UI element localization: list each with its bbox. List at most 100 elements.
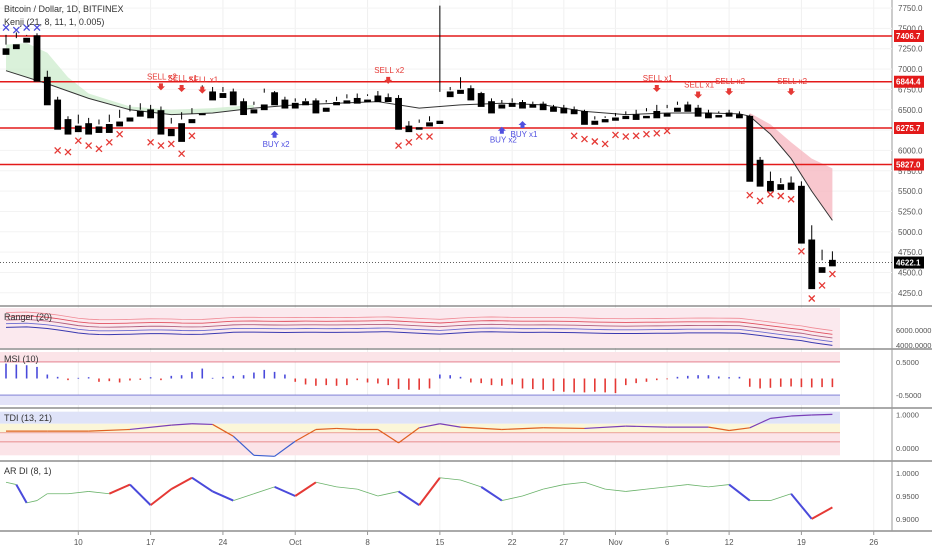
ardi-line-segment — [811, 506, 833, 520]
price-tick-label: 5000.0 — [898, 228, 923, 237]
tdi-line-segment — [315, 427, 337, 431]
x-mark-red — [653, 129, 661, 137]
x-tick-label: 12 — [725, 538, 734, 547]
x-mark-stroke — [23, 24, 31, 32]
msi-bar — [480, 378, 482, 384]
msi-bar — [532, 378, 534, 390]
candle-body — [64, 119, 72, 135]
sell-signal-label: SELL x2 — [374, 66, 404, 75]
msi-bar — [594, 378, 596, 392]
x-mark-blue — [33, 24, 41, 32]
msi-bar — [542, 378, 544, 390]
tdi-line-segment — [625, 425, 668, 428]
x-tick-label: 6 — [665, 538, 670, 547]
x-mark-stroke — [188, 132, 196, 140]
msi-bar — [263, 369, 266, 379]
sell-signal-label: SELL x1 — [188, 76, 218, 85]
msi-title: MSI (10) — [4, 354, 39, 364]
x-mark-red — [426, 133, 433, 141]
candle-body — [808, 239, 816, 290]
ardi-line-segment — [728, 483, 751, 502]
tdi-line-segment — [253, 454, 275, 457]
candles — [2, 5, 836, 290]
candle-body — [312, 100, 320, 114]
x-mark-stroke — [777, 192, 785, 200]
price-tick-label: 7500.0 — [898, 24, 923, 33]
x-tick-label: 27 — [559, 538, 568, 547]
ardi-title: AR DI (8, 1) — [4, 466, 52, 476]
x-mark-stroke — [64, 148, 72, 156]
ranger-mid-band — [5, 319, 833, 339]
tdi-mid-zone — [0, 423, 840, 433]
candle-body — [426, 122, 433, 127]
candle-body — [198, 113, 206, 116]
ardi-line-segment — [357, 488, 379, 497]
ardi-tick-label: 0.9500 — [896, 492, 919, 501]
price-tick-label: 6000.0 — [898, 146, 923, 155]
x-mark-stroke — [147, 138, 155, 146]
msi-bar — [242, 375, 245, 379]
msi-bar — [521, 378, 524, 389]
msi-bar — [46, 374, 49, 379]
sell-arrow — [384, 76, 393, 84]
level-label: 7406.7 — [896, 32, 921, 41]
x-mark-stroke — [85, 142, 93, 150]
candle-body — [343, 100, 351, 104]
candle-body — [643, 115, 650, 119]
price-tick-label: 5750.0 — [898, 167, 923, 176]
x-mark-red — [601, 140, 609, 148]
ardi-line-segment — [274, 485, 296, 497]
price-tick-label: 5500.0 — [898, 187, 923, 196]
x-mark-stroke — [591, 138, 599, 145]
candle-body — [353, 97, 361, 104]
candle-body — [632, 114, 640, 120]
tdi-line-segment — [419, 423, 440, 429]
ardi-line-segment — [770, 493, 792, 501]
candle-body — [95, 126, 103, 133]
candle-body — [519, 102, 526, 109]
ranger-mid-lower-band — [5, 322, 833, 343]
ardi-line-segment — [418, 477, 441, 506]
x-mark-red — [167, 140, 175, 148]
candle-body — [229, 91, 237, 106]
x-mark-red — [74, 137, 82, 145]
ardi-line-segment — [563, 481, 585, 485]
x-tick-label: Nov — [608, 538, 622, 547]
candle-body — [829, 259, 836, 267]
msi-bar — [284, 374, 286, 379]
candle-body — [260, 104, 268, 111]
candle-body — [767, 180, 774, 192]
x-mark-stroke — [746, 191, 754, 199]
msi-bar — [98, 378, 100, 382]
buy-signal-label: BUY x1 — [511, 130, 539, 139]
tdi-line-segment — [212, 423, 234, 437]
sell-signal-label: SELL x1 — [684, 80, 714, 89]
price-panel: 4250.0 4500.0 4750.0 5000.0 5250.0 5500.0 5750… — [0, 4, 924, 302]
msi-bar — [15, 364, 18, 379]
msi-bar — [346, 378, 348, 386]
candle-body — [74, 125, 82, 133]
msi-bar — [129, 378, 131, 381]
candle-body — [33, 35, 41, 82]
candle-body — [622, 115, 630, 120]
msi-bar — [728, 377, 730, 379]
x-mark-stroke — [415, 133, 423, 141]
x-mark-stroke — [395, 142, 402, 150]
x-mark-red — [643, 130, 650, 138]
msi-bar — [707, 375, 710, 379]
msi-bar — [748, 378, 751, 387]
ardi-line-segment — [439, 477, 461, 481]
msi-panel: 0.5000 -0.5000 MSI (10) — [0, 352, 921, 405]
msi-bar — [325, 378, 328, 386]
msi-bar — [490, 378, 493, 386]
cloud-red — [749, 113, 833, 221]
tdi-line-segment — [811, 413, 833, 416]
candle-body — [570, 109, 578, 115]
x-mark-stroke — [601, 140, 609, 148]
x-mark-red — [188, 132, 196, 140]
msi-bar — [160, 378, 162, 381]
candle-body — [756, 159, 764, 187]
x-mark-stroke — [581, 135, 588, 143]
tdi-tick-label: 1.0000 — [896, 410, 919, 419]
msi-bar — [583, 378, 586, 393]
